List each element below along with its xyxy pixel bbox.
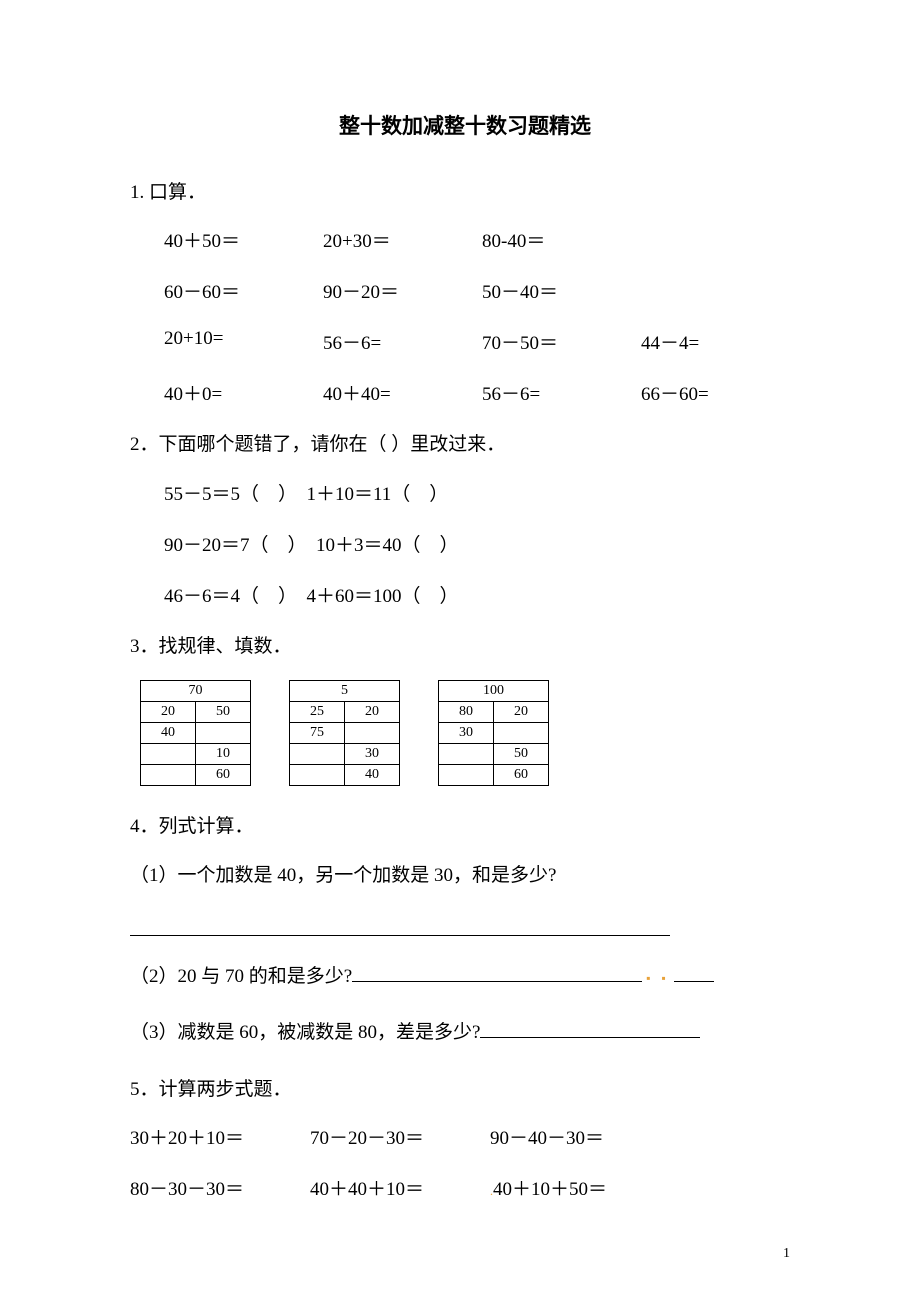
table-cell xyxy=(439,765,494,786)
calc-row: 40＋50＝20+30＝80-40＝ xyxy=(164,226,800,253)
calc-cell: 80－30－30＝ xyxy=(130,1174,310,1201)
table-cell: 30 xyxy=(439,723,494,744)
table-header-cell: 5 xyxy=(290,681,400,702)
q5-rows: 30＋20＋10＝70－20－30＝90－40－30＝ 80－30－30＝40＋4… xyxy=(130,1123,800,1201)
calc-cell: 56－6= xyxy=(323,328,482,355)
table-cell: 20 xyxy=(494,702,549,723)
q3-head: 3．找规律、填数． xyxy=(130,632,800,662)
calc-cell: 80-40＝ xyxy=(482,226,641,253)
orange-mark-icon: ▪ ▪ xyxy=(646,969,670,988)
q2-line: 90－20＝7（ ） 10＋3＝40（ ） xyxy=(164,530,800,557)
table-cell xyxy=(494,723,549,744)
q2-head: 2．下面哪个题错了，请你在（ ）里改过来． xyxy=(130,430,800,460)
q2-line: 55－5＝5（ ） 1＋10＝11（ ） xyxy=(164,479,800,506)
table-cell xyxy=(439,744,494,765)
q4-p3-blank xyxy=(480,1019,700,1038)
table-cell xyxy=(141,765,196,786)
calc-cell: 90－20＝ xyxy=(323,277,482,304)
q4-p2-blank2 xyxy=(674,963,714,982)
table-cell: 60 xyxy=(196,765,251,786)
calc-cell: 50－40＝ xyxy=(482,277,641,304)
table-cell: 40 xyxy=(345,765,400,786)
table-cell: 80 xyxy=(439,702,494,723)
table-cell: 20 xyxy=(141,702,196,723)
table-cell: 25 xyxy=(290,702,345,723)
calc-cell xyxy=(641,226,800,253)
calc-row: 80－30－30＝40＋40＋10＝.40＋10＋50＝ xyxy=(130,1174,800,1201)
calc-row: 60－60＝90－20＝50－40＝ xyxy=(164,277,800,304)
table-cell: 10 xyxy=(196,744,251,765)
pattern-table: 1008020305060 xyxy=(438,680,549,786)
table-cell xyxy=(290,744,345,765)
table-cell: 75 xyxy=(290,723,345,744)
q1-head: 1. 口算． xyxy=(130,178,800,208)
calc-cell: 56－6= xyxy=(482,379,641,406)
pattern-table: 702050401060 xyxy=(140,680,251,786)
calc-cell: 60－60＝ xyxy=(164,277,323,304)
table-cell: 50 xyxy=(196,702,251,723)
calc-cell: 70－20－30＝ xyxy=(310,1123,490,1150)
q4-head: 4．列式计算． xyxy=(130,812,800,842)
q3-tables: 702050401060525207530401008020305060 xyxy=(140,680,800,786)
table-cell xyxy=(196,723,251,744)
calc-cell: 40＋40＋10＝ xyxy=(310,1174,490,1201)
table-cell: 60 xyxy=(494,765,549,786)
q4-p2: （2）20 与 70 的和是多少? ▪ ▪ xyxy=(130,962,800,992)
calc-cell: 30＋20＋10＝ xyxy=(130,1123,310,1150)
calc-cell: 20+10= xyxy=(164,328,323,355)
calc-cell: 44－4= xyxy=(641,328,800,355)
table-header-cell: 70 xyxy=(141,681,251,702)
q4-p2-text: （2）20 与 70 的和是多少? xyxy=(130,966,352,987)
table-cell xyxy=(141,744,196,765)
calc-cell xyxy=(641,277,800,304)
table-cell: 50 xyxy=(494,744,549,765)
q4-p1-blank xyxy=(130,917,670,936)
q1-rows: 40＋50＝20+30＝80-40＝ 60－60＝90－20＝50－40＝ 20+1… xyxy=(130,226,800,406)
table-cell: 40 xyxy=(141,723,196,744)
q4-p1: （1）一个加数是 40，另一个加数是 30，和是多少? xyxy=(130,861,800,891)
calc-cell: 20+30＝ xyxy=(323,226,482,253)
page-title: 整十数加减整十数习题精选 xyxy=(130,110,800,140)
calc-row: 40＋0=40＋40=56－6=66－60= xyxy=(164,379,800,406)
pattern-table: 52520753040 xyxy=(289,680,400,786)
calc-cell: 66－60= xyxy=(641,379,800,406)
calc-cell: 40＋40= xyxy=(323,379,482,406)
q2-lines: 55－5＝5（ ） 1＋10＝11（ ） 90－20＝7（ ） 10＋3＝40（ … xyxy=(130,479,800,608)
calc-cell: 40＋50＝ xyxy=(164,226,323,253)
table-cell: 20 xyxy=(345,702,400,723)
q2-line: 46－6＝4（ ） 4＋60＝100（ ） xyxy=(164,581,800,608)
table-cell: 30 xyxy=(345,744,400,765)
q4-p3-text: （3）减数是 60，被减数是 80，差是多少? xyxy=(130,1022,480,1043)
calc-cell: 40＋0= xyxy=(164,379,323,406)
calc-row: 30＋20＋10＝70－20－30＝90－40－30＝ xyxy=(130,1123,800,1150)
page-number: 1 xyxy=(783,1246,790,1262)
table-cell xyxy=(290,765,345,786)
calc-row: 20+10=56－6=70－50＝44－4= xyxy=(164,328,800,355)
q4-p3: （3）减数是 60，被减数是 80，差是多少? xyxy=(130,1018,800,1048)
q4-p2-blank xyxy=(352,963,642,982)
calc-cell: 70－50＝ xyxy=(482,328,641,355)
table-header-cell: 100 xyxy=(439,681,549,702)
calc-cell: 90－40－30＝ xyxy=(490,1123,670,1150)
q5-head: 5．计算两步式题． xyxy=(130,1075,800,1105)
calc-cell: .40＋10＋50＝ xyxy=(490,1174,670,1201)
table-cell xyxy=(345,723,400,744)
